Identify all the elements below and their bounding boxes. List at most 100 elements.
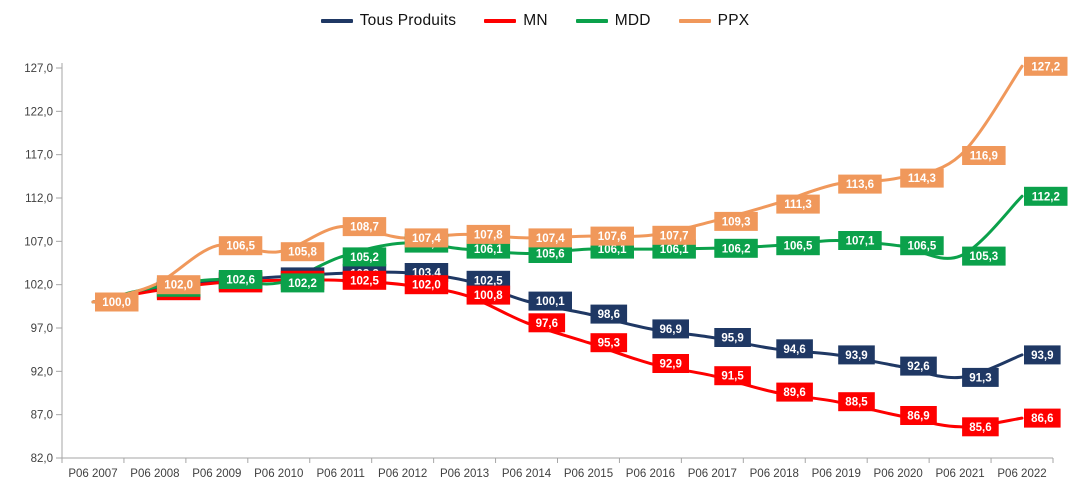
data-label-box xyxy=(776,194,820,214)
legend-item-mdd[interactable]: MDD xyxy=(575,12,651,30)
data-label-box xyxy=(590,333,628,353)
data-label-tous-produits: 102,5 xyxy=(466,270,511,290)
x-axis-category-label: P06 2016 xyxy=(626,468,675,480)
data-label-mdd: 102,2 xyxy=(280,273,325,293)
data-label-text: 116,9 xyxy=(970,151,998,163)
data-label-mn: 95,3 xyxy=(590,333,628,353)
data-label-box xyxy=(218,270,263,289)
data-label-box xyxy=(838,174,882,194)
data-label-mn: 86,9 xyxy=(900,406,937,425)
legend-item-tous-produits[interactable]: Tous Produits xyxy=(320,12,457,30)
legend-label: MN xyxy=(523,12,548,29)
data-label-text: 107,4 xyxy=(536,233,565,245)
data-label-text: 112,2 xyxy=(1032,191,1060,203)
data-label-ppx: 106,5 xyxy=(218,236,263,256)
data-label-mdd: 102,6 xyxy=(218,270,263,289)
y-axis-tick-label: 92,0 xyxy=(31,366,53,378)
data-label-box xyxy=(404,275,449,295)
y-axis-tick-label: 102,0 xyxy=(24,280,53,292)
data-label-box xyxy=(776,339,813,359)
data-label-text: 89,6 xyxy=(783,387,805,399)
data-label-box xyxy=(1024,345,1061,365)
data-label-box xyxy=(838,345,875,365)
data-label-text: 102,6 xyxy=(226,275,255,287)
data-label-tous-produits: 95,9 xyxy=(714,328,751,347)
data-label-text: 91,5 xyxy=(721,371,744,383)
data-label-box xyxy=(776,382,813,402)
x-axis-category-label: P06 2008 xyxy=(130,468,179,480)
data-label-text: 106,5 xyxy=(908,241,937,253)
data-label-mdd: 112,2 xyxy=(1024,186,1068,206)
data-label-text: 107,8 xyxy=(474,229,503,241)
data-label-box xyxy=(280,273,325,293)
data-label-text: 102,5 xyxy=(474,275,503,287)
data-label-text: 111,3 xyxy=(784,199,812,211)
data-label-box xyxy=(466,224,511,244)
series-line-ppx xyxy=(91,64,1024,304)
data-label-text: 86,6 xyxy=(1031,413,1053,425)
y-axis-tick-label: 107,0 xyxy=(24,236,53,248)
data-label-mn: 86,6 xyxy=(1024,408,1061,428)
data-label-mdd: 106,2 xyxy=(714,238,758,258)
legend-item-ppx[interactable]: PPX xyxy=(678,12,750,30)
data-label-mdd: 106,1 xyxy=(466,239,511,259)
data-label-ppx: 109,3 xyxy=(714,211,758,231)
x-axis-category-label: P06 2013 xyxy=(440,468,489,480)
data-label-ppx: 100,0 xyxy=(95,292,139,312)
data-label-ppx: 114,3 xyxy=(900,168,944,188)
data-label-box xyxy=(714,366,751,386)
data-label-mn: 102,0 xyxy=(404,275,449,295)
data-label-box xyxy=(900,356,937,376)
data-label-text: 106,1 xyxy=(474,244,503,256)
data-label-ppx: 107,4 xyxy=(404,228,449,248)
data-label-text: 100,1 xyxy=(536,296,565,308)
data-label-ppx: 108,7 xyxy=(342,217,387,237)
axes: 127,0 122,0 117,0 112,0 107,0 102,0 97,0 92,0 87… xyxy=(24,63,1054,480)
data-label-mn: 100,8 xyxy=(466,285,511,305)
x-axis-category-label: P06 2014 xyxy=(502,468,552,480)
data-label-box xyxy=(962,146,1006,165)
data-label-tous-produits: 91,3 xyxy=(962,367,999,387)
legend-label: Tous Produits xyxy=(359,12,457,29)
data-label-box xyxy=(466,285,511,305)
data-label-text: 106,2 xyxy=(722,243,751,255)
legend-item-mn[interactable]: MN xyxy=(484,12,548,30)
data-label-box xyxy=(900,406,937,425)
data-label-mdd: 105,2 xyxy=(342,247,387,267)
x-axis-category-label: P06 2022 xyxy=(997,468,1046,480)
data-label-box xyxy=(900,236,944,256)
data-label-tous-produits: 93,9 xyxy=(1024,345,1061,365)
data-label-tous-produits: 98,6 xyxy=(590,304,628,324)
data-label-text: 108,7 xyxy=(350,222,379,234)
data-label-text: 92,9 xyxy=(660,359,682,371)
data-label-box xyxy=(900,168,944,188)
data-label-box xyxy=(528,228,572,248)
data-label-mn: 92,9 xyxy=(652,354,689,373)
y-axis-tick-label: 82,0 xyxy=(31,453,53,465)
y-axis-tick-label: 97,0 xyxy=(31,323,53,335)
data-label-mn: 88,5 xyxy=(838,392,875,412)
data-label-box xyxy=(776,236,820,256)
x-axis-category-label: P06 2015 xyxy=(564,468,613,480)
data-label-ppx: 107,4 xyxy=(528,228,572,248)
data-label-box xyxy=(652,225,696,245)
data-label-text: 114,3 xyxy=(908,173,936,185)
x-axis-category-label: P06 2007 xyxy=(68,468,117,480)
x-axis-category-label: P06 2020 xyxy=(874,468,923,480)
data-label-box xyxy=(528,244,572,263)
data-label-text: 95,3 xyxy=(598,338,620,350)
data-label-mn: 85,6 xyxy=(962,417,999,437)
data-label-box xyxy=(652,354,689,373)
x-axis-category-label: P06 2018 xyxy=(750,468,799,480)
data-label-text: 94,6 xyxy=(783,344,805,356)
data-label-text: 107,6 xyxy=(598,231,627,243)
data-label-text: 85,6 xyxy=(969,422,991,434)
data-label-mdd: 107,1 xyxy=(838,231,882,250)
data-label-box xyxy=(528,313,566,333)
data-label-ppx: 127,2 xyxy=(1024,56,1068,76)
data-label-tous-produits: 94,6 xyxy=(776,339,813,359)
data-label-text: 106,1 xyxy=(660,244,689,256)
data-label-text: 106,5 xyxy=(226,241,255,253)
x-axis-category-label: P06 2011 xyxy=(317,468,365,480)
data-label-text: 96,9 xyxy=(660,324,682,336)
